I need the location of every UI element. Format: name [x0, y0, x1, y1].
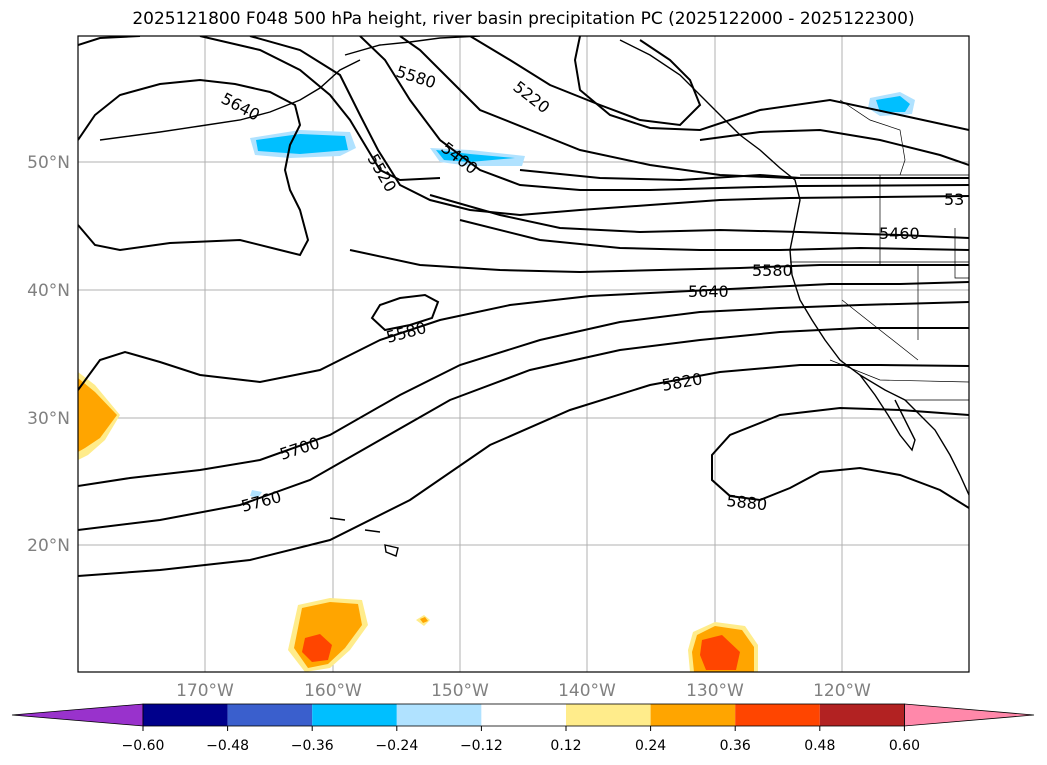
contour-5580: [349, 249, 969, 274]
colorbar-tick-label: 0.12: [550, 738, 581, 754]
colorbar-tick-label: 0.24: [635, 738, 666, 754]
contour-5580-loop: [370, 293, 440, 332]
contour-label: 5460: [879, 224, 920, 243]
lon-label: 150°W: [431, 681, 489, 701]
contour-5220-upper: [573, 36, 969, 132]
colorbar-tick-label: −0.24: [375, 738, 418, 754]
colorbar-extend-high: [904, 703, 1035, 727]
lon-label: 160°W: [304, 681, 362, 701]
colorbar-bin: [227, 704, 313, 726]
contour-label: 5640: [688, 282, 729, 301]
colorbar-tick-label: −0.48: [206, 738, 249, 754]
contour-label: 53: [944, 190, 964, 209]
colorbar: −0.60 −0.48 −0.36 −0.24 −0.12 0.12 0.24 0.36 0.4…: [11, 703, 1035, 754]
colorbar-bin: [566, 704, 651, 726]
precip-orange-west-core: [78, 378, 117, 452]
colorbar-bin: [650, 704, 736, 726]
chart-title: 2025121800 F048 500 hPa height, river ba…: [132, 9, 915, 29]
lon-label: 140°W: [558, 681, 616, 701]
colorbar-tick-label: −0.36: [291, 738, 334, 754]
colorbar-tick-label: −0.12: [460, 738, 503, 754]
coastline-hawaii: [329, 517, 399, 557]
coastline-aleutians: [99, 59, 361, 141]
colorbar-bin: [735, 704, 820, 726]
precip-red-south2: [700, 635, 740, 670]
lat-label: 50°N: [27, 153, 70, 173]
colorbar-tick-label: 0.48: [804, 738, 835, 754]
precip-blue-small: [250, 490, 262, 498]
precip-orange-dot: [420, 617, 428, 623]
contour-label: 5580: [752, 261, 793, 280]
colorbar-bin: [396, 704, 482, 726]
contour-5520: [249, 36, 969, 217]
colorbar-tick-label: 0.36: [720, 738, 751, 754]
lon-label: 170°W: [176, 681, 234, 701]
contour-5880-loop: [711, 406, 969, 509]
contour-5340: [519, 169, 969, 182]
contour-label: 5880: [726, 491, 768, 514]
lat-label: 30°N: [27, 409, 70, 429]
precip-blue-aleutian-core: [256, 134, 348, 154]
lon-label: 120°W: [813, 681, 871, 701]
plot-area: [78, 36, 969, 672]
lat-label: 40°N: [27, 281, 70, 301]
colorbar-tick-label: −0.60: [122, 738, 165, 754]
contour-5460: [399, 36, 969, 179]
plot-frame: [77, 35, 970, 673]
gridlines: [78, 36, 969, 672]
lat-label: 20°N: [27, 536, 70, 556]
latitude-labels: 50°N 40°N 30°N 20°N: [27, 153, 70, 556]
colorbar-bin: [312, 704, 397, 726]
contour-5280: [699, 128, 969, 166]
precip-red-south1: [302, 634, 332, 662]
contour-5760: [78, 327, 969, 531]
colorbar-frame: [142, 703, 905, 727]
coastline-baja: [859, 374, 916, 452]
coastline-north-america: [619, 39, 969, 496]
longitude-labels: 170°W 160°W 150°W 140°W 130°W 120°W: [176, 681, 871, 701]
contour-5400: [359, 36, 969, 191]
contour-5220-loop: [469, 36, 702, 127]
contour-5640-north-loop: [78, 78, 310, 257]
lon-label: 130°W: [686, 681, 744, 701]
colorbar-tick-label: 0.60: [889, 738, 920, 754]
contour-5400b: [429, 194, 969, 239]
contour-north1: [78, 36, 441, 182]
colorbar-bin: [143, 704, 228, 726]
height-contours: [78, 36, 969, 577]
colorbar-bin: [481, 704, 566, 726]
colorbar-bin: [819, 704, 905, 726]
contour-5820: [78, 364, 969, 577]
contour-5700: [78, 301, 969, 487]
contour-5460b: [459, 219, 969, 251]
precip-blue-bc-core: [876, 96, 910, 112]
contour-5640: [78, 281, 969, 391]
colorbar-extend-low: [11, 703, 144, 727]
